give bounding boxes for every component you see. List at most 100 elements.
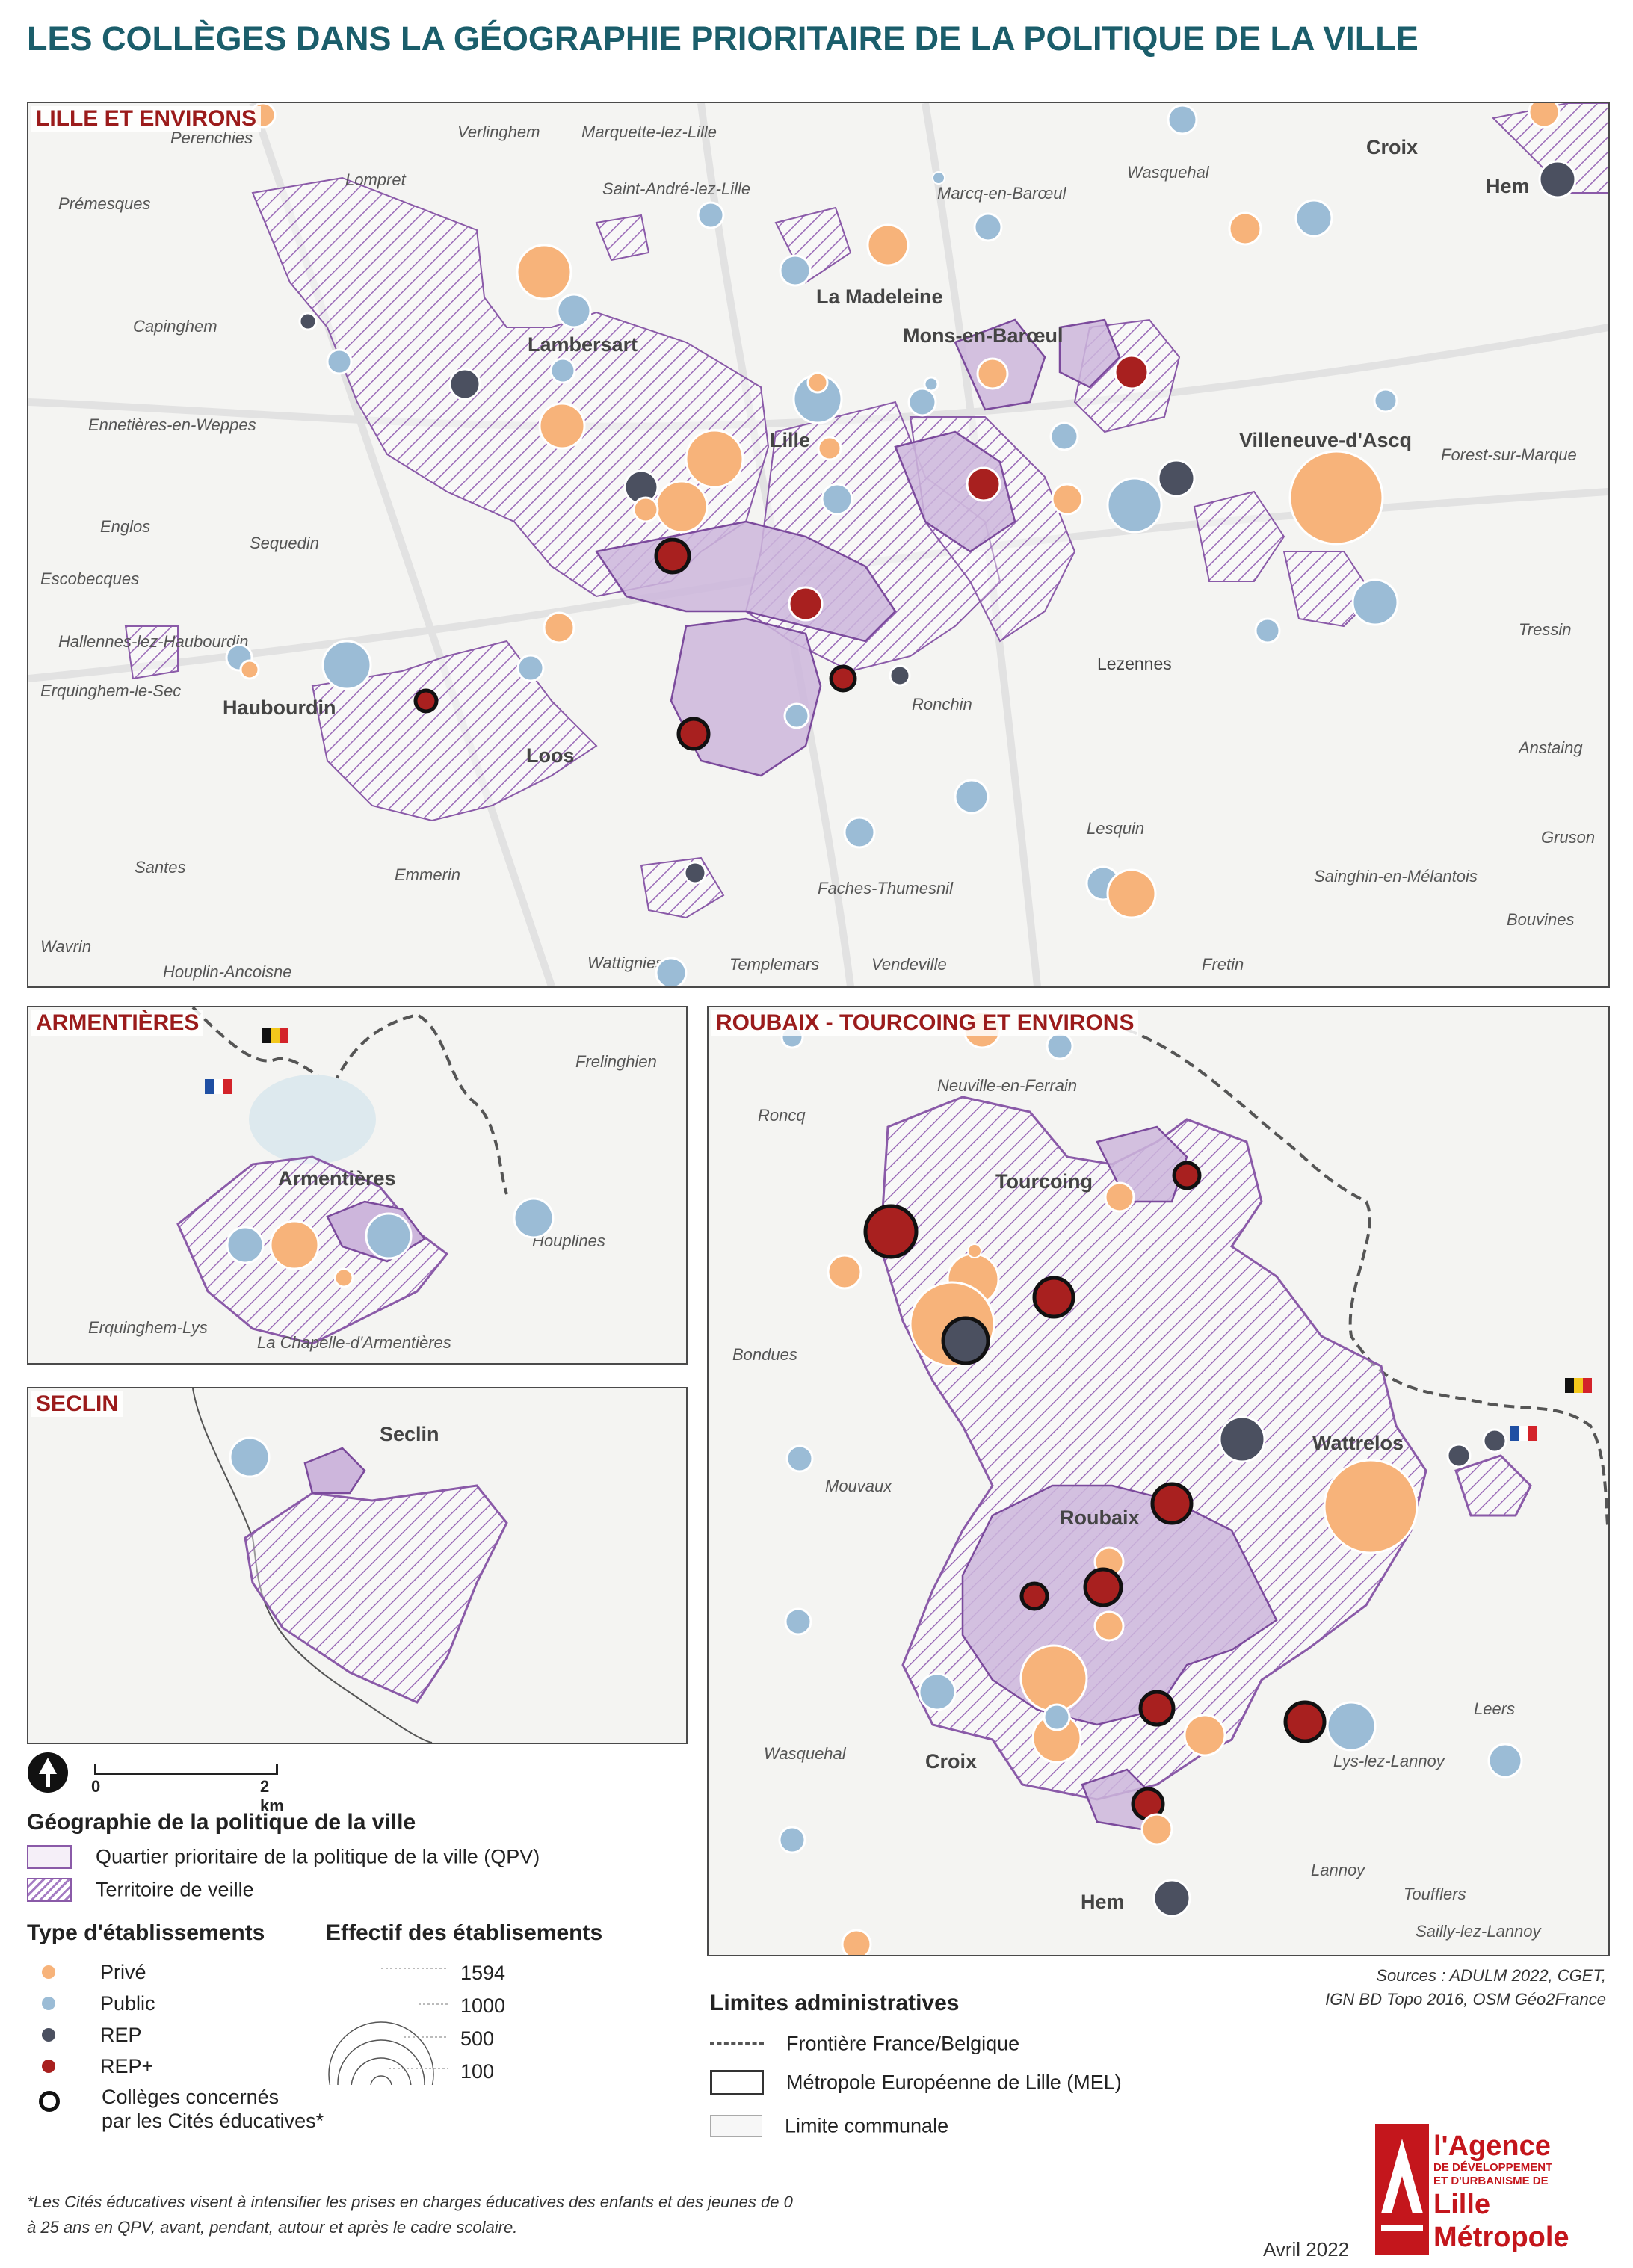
college-rep-plus-cite [676, 717, 711, 751]
town-label: Hem [1081, 1891, 1125, 1913]
legend-cites: Collèges concernés par les Cités éducati… [39, 2085, 324, 2133]
town-label: Mons-en-Barœul [903, 324, 1063, 347]
college-prive [1106, 868, 1157, 919]
legend-veille: Territoire de veille [27, 1877, 254, 1902]
panel-title-seclin: SECLIN [31, 1391, 123, 1417]
svg-text:Erquinghem-Lys: Erquinghem-Lys [88, 1318, 208, 1337]
map-roubaix-canvas: Tourcoing Roubaix Wattrelos Croix Hem Ne… [732, 1010, 1608, 1955]
college-public [513, 1197, 555, 1239]
college-rep [889, 664, 911, 687]
colleges [225, 103, 1577, 986]
legend-type-title: Type d'établissements [27, 1921, 265, 1945]
svg-text:Saint-André-lez-Lille: Saint-André-lez-Lille [602, 179, 750, 198]
legend-effectif-1594: 1594 [460, 1962, 506, 1984]
college-public [954, 779, 990, 815]
college-public [923, 376, 939, 392]
svg-text:Templemars: Templemars [729, 955, 819, 974]
scale-bar: 0 2 km [91, 1756, 287, 1815]
agence-logo-text: l'Agence DE DÉVELOPPEMENT ET D'URBANISME… [1433, 2131, 1569, 2253]
page-title: LES COLLÈGES DANS LA GÉOGRAPHIE PRIORITA… [27, 19, 1419, 58]
map-lille[interactable]: Lambersart La Madeleine Mons-en-Barœul L… [27, 102, 1610, 988]
college-prive [632, 496, 659, 523]
college-public [843, 816, 876, 849]
svg-text:Hallennes-lez-Haubourdin: Hallennes-lez-Haubourdin [58, 632, 248, 651]
legend-effectif-500: 500 [460, 2027, 495, 2050]
panel-title-lille: LILLE ET ENVIRONS [31, 106, 262, 132]
college-prive [538, 402, 586, 450]
college-public [932, 171, 945, 185]
scale-end: 2 km [260, 1777, 284, 1815]
svg-text:Fretin: Fretin [1202, 955, 1244, 974]
college-public [1106, 477, 1163, 534]
sources: Sources : ADULM 2022, CGET, IGN BD Topo … [1325, 1966, 1606, 2009]
legend-effectif-100: 100 [460, 2060, 495, 2083]
college-prive [1051, 483, 1084, 516]
college-public [907, 387, 937, 417]
legend-veille-label: Territoire de veille [96, 1878, 254, 1901]
svg-text:Capinghem: Capinghem [133, 317, 217, 336]
svg-text:La Chapelle-d'Armentières: La Chapelle-d'Armentières [257, 1333, 451, 1352]
college-public [1294, 199, 1333, 238]
legend-effectif-1000: 1000 [460, 1994, 506, 2017]
legend-limits-title: Limites administratives [710, 1991, 960, 2015]
map-lille-canvas: Lambersart La Madeleine Mons-en-Barœul L… [28, 103, 1608, 986]
north-arrow-icon [28, 1752, 68, 1793]
college-prive [655, 480, 709, 534]
svg-text:Wattignies: Wattignies [587, 954, 664, 972]
legend-mel: Métropole Européenne de Lille (MEL) [710, 2070, 1122, 2095]
footnote: *Les Cités éducatives visent à intensifi… [27, 2193, 793, 2237]
svg-text:Sainghin-en-Mélantois: Sainghin-en-Mélantois [1314, 867, 1478, 886]
town-label: Wattrelos [1312, 1432, 1404, 1454]
college-rep [1157, 459, 1196, 498]
svg-text:Emmerin: Emmerin [395, 865, 460, 884]
town-label: Lambersart [528, 333, 638, 356]
svg-text:Wasquehal: Wasquehal [764, 1744, 847, 1763]
legend-frontiere-label: Frontière France/Belgique [786, 2032, 1020, 2055]
college-public [821, 483, 853, 516]
panel-title-roubaix: ROUBAIX - TOURCOING ET ENVIRONS [711, 1010, 1139, 1036]
svg-text:Escobecques: Escobecques [40, 569, 139, 588]
map-armentieres[interactable]: Armentières Frelinghien Houplines Erquin… [27, 1006, 688, 1365]
college-prive [1288, 450, 1384, 546]
map-armentieres-canvas: Armentières Frelinghien Houplines Erquin… [88, 1007, 657, 1352]
town-label: Seclin [380, 1423, 439, 1445]
svg-text:Englos: Englos [100, 517, 150, 536]
college-rep [1538, 160, 1577, 199]
svg-text:Lesquin: Lesquin [1087, 819, 1144, 838]
map-seclin[interactable]: Seclin SECLIN [27, 1387, 688, 1744]
town-label: Tourcoing [995, 1170, 1093, 1193]
agence-logo-icon [1375, 2124, 1429, 2255]
flags [1510, 1378, 1592, 1441]
legend-communale: Limite communale [710, 2113, 948, 2137]
svg-text:Houplin-Ancoisne: Houplin-Ancoisne [163, 962, 291, 981]
svg-text:Ennetières-en-Weppes: Ennetières-en-Weppes [88, 415, 256, 434]
town-label: Armentières [278, 1167, 396, 1190]
legend-qpv-label: Quartier prioritaire de la politique de … [96, 1845, 540, 1868]
college-prive [516, 244, 572, 300]
college-public [697, 201, 725, 229]
map-roubaix-tourcoing[interactable]: Tourcoing Roubaix Wattrelos Croix Hem Ne… [707, 1006, 1610, 1956]
svg-text:Faches-Thumesnil: Faches-Thumesnil [818, 879, 954, 897]
legend-type-prive: Privé [100, 1961, 146, 1983]
college-prive [543, 611, 575, 644]
svg-text:Frelinghien: Frelinghien [575, 1052, 657, 1071]
legend-cites-line2: par les Cités éducatives* [102, 2110, 324, 2132]
town-labels-major: Lambersart La Madeleine Mons-en-Barœul L… [223, 136, 1530, 767]
college-rep-plus [1114, 354, 1149, 390]
college-public [783, 702, 810, 729]
college-prive [866, 223, 910, 267]
panel-title-armentieres: ARMENTIÈRES [31, 1010, 204, 1036]
college-public [226, 1226, 265, 1264]
territoire-de-veille-zone [1454, 1454, 1532, 1517]
town-label: Lezennes [1097, 654, 1172, 673]
college-public [1049, 421, 1079, 451]
svg-text:Neuville-en-Ferrain: Neuville-en-Ferrain [937, 1076, 1077, 1095]
legend-communale-label: Limite communale [785, 2114, 949, 2137]
lake [249, 1075, 376, 1164]
college-public [973, 212, 1003, 242]
legend-effectif-values: 1594 1000 500 100 [460, 1956, 505, 2088]
college-rep-plus-cite [413, 688, 439, 714]
svg-text:Ronchin: Ronchin [912, 695, 972, 714]
legend-types: Privé Public REP REP+ [42, 1956, 155, 2082]
svg-text:Bouvines: Bouvines [1507, 910, 1575, 929]
